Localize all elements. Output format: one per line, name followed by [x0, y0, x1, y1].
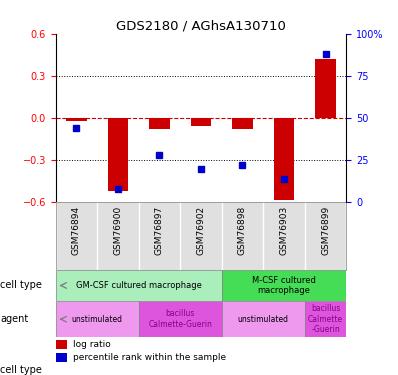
- Text: unstimulated: unstimulated: [72, 315, 123, 324]
- Bar: [139, 301, 222, 337]
- Bar: [222, 270, 346, 301]
- Text: percentile rank within the sample: percentile rank within the sample: [73, 353, 226, 362]
- Bar: [66, 118, 87, 121]
- Text: cell type: cell type: [0, 280, 42, 291]
- Text: GM-CSF cultured macrophage: GM-CSF cultured macrophage: [76, 281, 202, 290]
- Bar: [305, 301, 346, 337]
- Text: bacillus
Calmette-Guerin: bacillus Calmette-Guerin: [148, 309, 212, 329]
- Text: agent: agent: [0, 314, 29, 324]
- Text: GSM76897: GSM76897: [155, 206, 164, 255]
- Text: bacillus
Calmette
-Guerin: bacillus Calmette -Guerin: [308, 304, 343, 334]
- Text: GSM76900: GSM76900: [113, 206, 123, 255]
- Bar: [107, 118, 129, 191]
- Text: GSM76898: GSM76898: [238, 206, 247, 255]
- Text: GSM76899: GSM76899: [321, 206, 330, 255]
- Text: unstimulated: unstimulated: [238, 315, 289, 324]
- Bar: [56, 270, 222, 301]
- Text: cell type: cell type: [0, 365, 42, 375]
- Text: M-CSF cultured
macrophage: M-CSF cultured macrophage: [252, 276, 316, 295]
- Title: GDS2180 / AGhsA130710: GDS2180 / AGhsA130710: [116, 20, 286, 33]
- Bar: [56, 340, 67, 349]
- Bar: [222, 301, 305, 337]
- Text: GSM76902: GSM76902: [197, 206, 205, 255]
- Bar: [56, 301, 139, 337]
- Bar: [56, 353, 67, 362]
- Bar: [274, 118, 295, 200]
- Text: GSM76894: GSM76894: [72, 206, 81, 255]
- Bar: [315, 59, 336, 118]
- Text: log ratio: log ratio: [73, 340, 111, 349]
- Bar: [149, 118, 170, 129]
- Bar: [191, 118, 211, 126]
- Text: GSM76903: GSM76903: [279, 206, 289, 255]
- Bar: [232, 118, 253, 129]
